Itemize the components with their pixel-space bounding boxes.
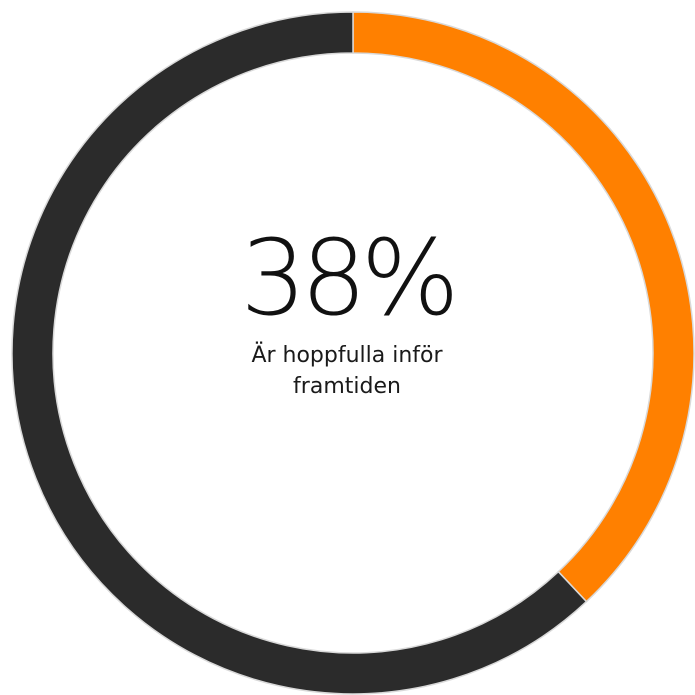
center-label: 38% Är hoppfulla inför framtiden — [197, 218, 497, 402]
donut-slice-1 — [11, 11, 588, 695]
donut-slices — [11, 11, 695, 695]
center-caption: Är hoppfulla inför framtiden — [251, 343, 443, 399]
center-value: 38% — [240, 217, 459, 339]
